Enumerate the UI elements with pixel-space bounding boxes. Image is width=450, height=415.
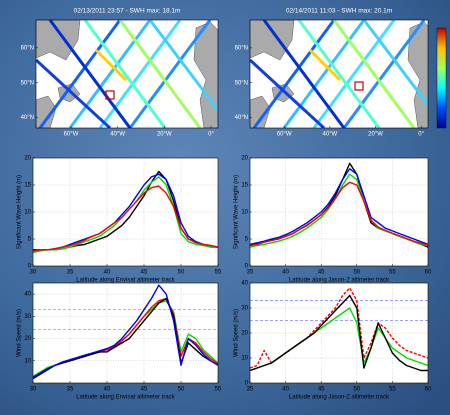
y-tick-label: 15 [24,183,31,189]
y-tick-label: 15 [241,183,248,189]
x-tick-label: 40 [282,387,289,393]
colorbar [437,28,446,128]
y-tick-label: 50°N [235,80,248,86]
x-tick-label: 60°W [64,132,79,138]
chart-title: 02/14/2011 11:03 - SWH max: 20.1m [286,8,392,15]
x-tick-label: 60 [425,387,432,393]
y-tick-label: 10 [24,210,31,216]
y-tick-label: 10 [241,210,248,216]
y-tick-label: 40°N [235,115,248,121]
x-tick-label: 50 [178,270,185,276]
x-tick-label: 30 [30,387,37,393]
x-tick-label: 55 [215,270,222,276]
x-axis-label: Latitude along Jason-2 altimeter track [289,278,390,284]
x-tick-label: 50 [178,387,185,393]
x-tick-label: 40 [104,387,111,393]
y-axis-label: Wind Speed (m/s) [17,309,23,357]
x-tick-label: 55 [389,387,396,393]
y-tick-label: 30 [24,314,31,320]
x-tick-label: 55 [389,270,396,276]
x-tick-label: 40°W [322,132,337,138]
x-tick-label: 40°W [110,132,125,138]
y-tick-label: 40°N [21,115,34,121]
x-tick-label: 50 [353,270,360,276]
x-tick-label: 60 [425,270,432,276]
y-tick-label: 20 [24,156,31,162]
x-tick-label: 60°W [277,132,292,138]
plot-area [33,283,218,383]
x-tick-label: 30 [30,270,37,276]
x-tick-label: 50 [353,387,360,393]
y-tick-label: 10 [24,358,31,364]
x-tick-label: 35 [247,270,254,276]
y-tick-label: 40 [241,281,248,287]
y-tick-label: 40 [24,292,31,298]
x-tick-label: 45 [141,387,148,393]
y-axis-label: Significant Wave Height (m) [234,175,240,249]
y-tick-label: 50°N [21,80,34,86]
y-tick-label: 20 [241,156,248,162]
y-tick-label: 60°N [235,45,248,51]
x-tick-label: 20°W [368,132,383,138]
y-tick-label: 30 [241,306,248,312]
chart-title: 02/13/2011 23:57 - SWH max: 18.1m [74,8,181,15]
x-tick-label: 0° [418,132,424,138]
x-tick-label: 35 [67,270,74,276]
x-axis-label: Latitude along Envisat altimeter track [76,395,175,401]
x-tick-label: 55 [215,387,222,393]
y-tick-label: 10 [241,356,248,362]
x-tick-label: 45 [318,270,325,276]
x-tick-label: 20°W [157,132,172,138]
y-tick-label: 20 [241,331,248,337]
x-axis-label: Latitude along Jason-2 altimeter track [289,395,390,401]
x-tick-label: 40 [104,270,111,276]
y-tick-label: 20 [24,336,31,342]
x-tick-label: 35 [247,387,254,393]
x-axis-label: Latitude along Envisat altimeter track [76,278,175,284]
x-tick-label: 35 [67,387,74,393]
plot-area [250,158,428,266]
x-tick-label: 0° [208,132,214,138]
figure: 60°W 40°W 20°W 0° 60°N 50°N 40°N 02/13/2011 23:… [0,0,450,415]
y-tick-label: 60°N [21,45,34,51]
x-tick-label: 45 [318,387,325,393]
y-axis-label: Wind Speed (m/s) [234,309,240,357]
plot-area [250,283,428,383]
x-tick-label: 40 [282,270,289,276]
y-axis-label: Significant Wave Height (m) [17,175,23,249]
x-tick-label: 45 [141,270,148,276]
page: {"chart_data": [ {"type": "map", "title"… [0,0,450,415]
